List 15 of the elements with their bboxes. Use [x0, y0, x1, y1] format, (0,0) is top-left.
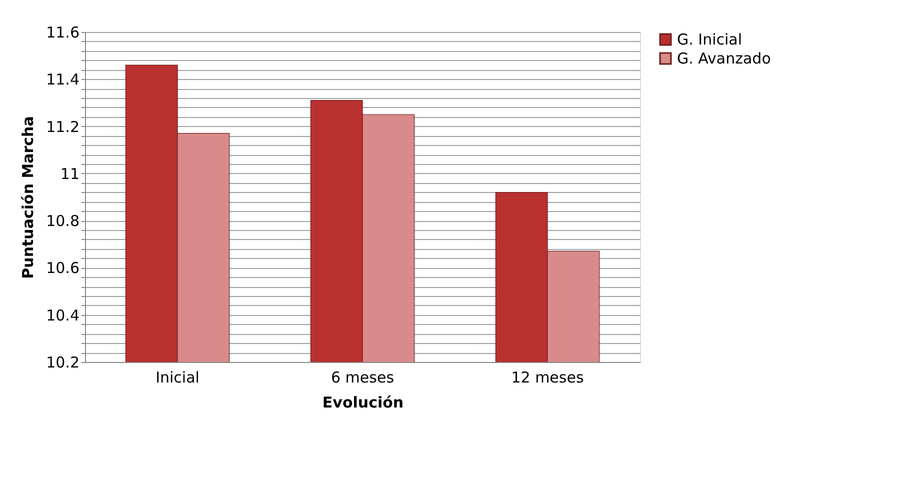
y-tick-label: 11.2 [46, 118, 80, 136]
y-tick-label: 10.6 [46, 259, 80, 278]
x-tick-label: Inicial [156, 368, 200, 386]
y-tick-label: 11.4 [46, 70, 80, 89]
y-tick-label: 10.2 [46, 354, 80, 372]
x-tick-label: 6 meses [330, 368, 394, 386]
x-tick-label: 12 meses [511, 368, 584, 386]
y-tick-label: 10.4 [46, 306, 80, 324]
y-tick-label: 11.6 [46, 24, 80, 42]
legend-label: G. Avanzado [677, 50, 771, 68]
y-tick-label: 10.8 [46, 212, 80, 230]
x-axis-title: Evolución [322, 394, 404, 412]
legend-label: G. Inicial [677, 30, 742, 48]
y-axis-title: Puntuación Marcha [19, 116, 38, 279]
y-tick-label: 11 [60, 164, 80, 183]
